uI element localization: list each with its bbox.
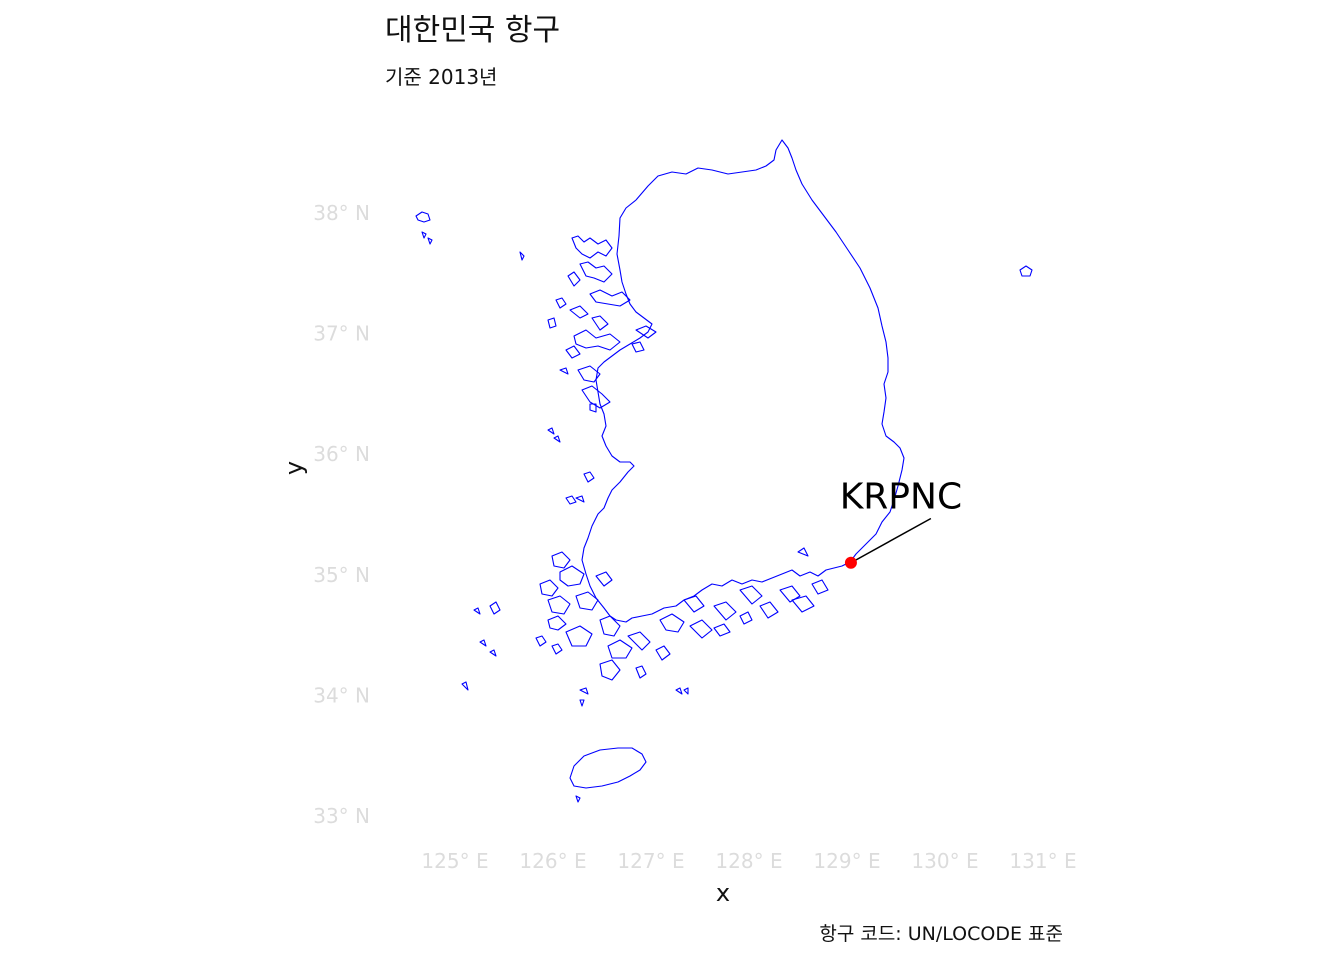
- west-coast-fragment-6: [569, 305, 589, 319]
- southwest-archipelago-10: [595, 571, 613, 587]
- west-coast-fragment-19: [583, 471, 595, 483]
- port-markers: KRPNC: [840, 476, 962, 569]
- far-southwest-islet-2: [473, 607, 481, 615]
- west-coast-fragment-14: [577, 365, 601, 383]
- southwest-archipelago-12: [607, 639, 633, 659]
- island-nw-4: [519, 251, 525, 261]
- x-tick-label: 126° E: [519, 849, 586, 873]
- south-coast-island-7: [759, 601, 779, 619]
- southwest-archipelago-11: [599, 615, 621, 637]
- southwest-archipelago-1: [551, 551, 571, 569]
- southwest-archipelago-9: [551, 643, 563, 655]
- south-coast-island-6: [739, 585, 763, 605]
- x-tick-label: 129° E: [813, 849, 880, 873]
- y-tick-label: 36° N: [313, 442, 370, 466]
- port-point: [844, 556, 857, 569]
- jeju-island: [569, 747, 647, 789]
- far-southwest-islet-5: [461, 681, 469, 691]
- southwest-archipelago-8: [535, 635, 547, 647]
- map-caption: 항구 코드: UN/LOCODE 표준: [819, 923, 1063, 945]
- jeju-islet: [575, 795, 581, 803]
- southwest-archipelago-16: [655, 645, 671, 661]
- west-coast-fragment-12: [631, 341, 645, 353]
- west-coast-fragment-11: [635, 325, 657, 339]
- west-coast-fragment-20: [565, 495, 577, 505]
- south-coast-island-13: [683, 687, 689, 695]
- port-label-leader-line: [850, 517, 932, 564]
- y-tick-label: 37° N: [313, 322, 370, 346]
- southwest-archipelago-6: [547, 615, 567, 631]
- south-coast-island-14: [739, 611, 753, 625]
- west-coast-fragment-18: [553, 435, 561, 443]
- southwest-archipelago-7: [565, 625, 593, 647]
- west-coast-fragment-1: [571, 235, 613, 259]
- x-axis-title: x: [716, 879, 730, 907]
- west-coast-fragment-5: [555, 297, 567, 309]
- southwest-archipelago-15: [635, 665, 647, 679]
- southwest-archipelago-14: [599, 659, 621, 681]
- far-southwest-islet-3: [479, 639, 487, 647]
- west-coast-fragment-17: [547, 427, 555, 435]
- southwest-archipelago-13: [627, 631, 651, 651]
- south-coast-island-9: [791, 595, 815, 613]
- south-coast-island-10: [811, 579, 829, 595]
- island-nw-3: [427, 237, 433, 245]
- south-coast-island-11: [797, 547, 809, 557]
- far-southwest-islet-6: [579, 687, 589, 695]
- west-coast-fragment-8: [591, 315, 609, 331]
- south-coast-island-2: [683, 595, 705, 613]
- x-tick-label: 130° E: [911, 849, 978, 873]
- x-tick-label: 128° E: [715, 849, 782, 873]
- far-southwest-islet-4: [489, 649, 497, 657]
- x-tick-label: 125° E: [421, 849, 488, 873]
- far-southwest-islet-7: [579, 699, 585, 707]
- island-nw-1: [415, 211, 431, 223]
- mainland-outline: [581, 139, 905, 623]
- south-coast-island-8: [779, 585, 801, 603]
- x-tick-label: 131° E: [1009, 849, 1076, 873]
- y-tick-label: 33° N: [313, 804, 370, 828]
- west-coast-fragment-15: [581, 385, 611, 409]
- far-southwest-islet-1: [489, 601, 501, 615]
- south-coast-island-12: [675, 687, 683, 695]
- x-tick-label: 127° E: [617, 849, 684, 873]
- west-coast-fragment-4: [589, 289, 631, 307]
- west-coast-fragment-10: [565, 345, 581, 359]
- ulleung-island: [1019, 265, 1033, 277]
- y-tick-label: 34° N: [313, 683, 370, 707]
- south-coast-island-5: [713, 623, 731, 637]
- y-tick-label: 38° N: [313, 201, 370, 225]
- west-coast-fragment-16: [589, 403, 597, 413]
- south-coast-island-1: [659, 613, 685, 633]
- map-title: 대한민국 항구: [385, 13, 560, 48]
- west-coast-fragment-3: [567, 271, 581, 287]
- west-coast-fragment-9: [573, 329, 621, 351]
- island-nw-2: [421, 231, 427, 239]
- y-axis-title: y: [280, 461, 308, 475]
- southwest-archipelago-4: [547, 595, 571, 615]
- west-coast-fragment-2: [579, 261, 613, 283]
- coastline: [415, 139, 1033, 803]
- southwest-archipelago-2: [559, 565, 585, 587]
- y-tick-label: 35° N: [313, 563, 370, 587]
- map-subtitle: 기준 2013년: [385, 65, 497, 89]
- y-axis-ticks: 38° N 37° N 36° N 35° N 34° N 33° N: [313, 201, 370, 828]
- south-coast-island-4: [713, 601, 737, 621]
- x-axis-ticks: 125° E 126° E 127° E 128° E 129° E 130° E 131°…: [421, 849, 1076, 873]
- port-label: KRPNC: [840, 476, 962, 517]
- west-coast-fragment-7: [547, 317, 557, 329]
- southwest-archipelago-5: [575, 591, 599, 611]
- west-coast-fragment-21: [575, 495, 585, 503]
- southwest-archipelago-3: [539, 579, 559, 597]
- south-coast-island-3: [689, 619, 713, 639]
- west-coast-fragment-13: [559, 367, 569, 375]
